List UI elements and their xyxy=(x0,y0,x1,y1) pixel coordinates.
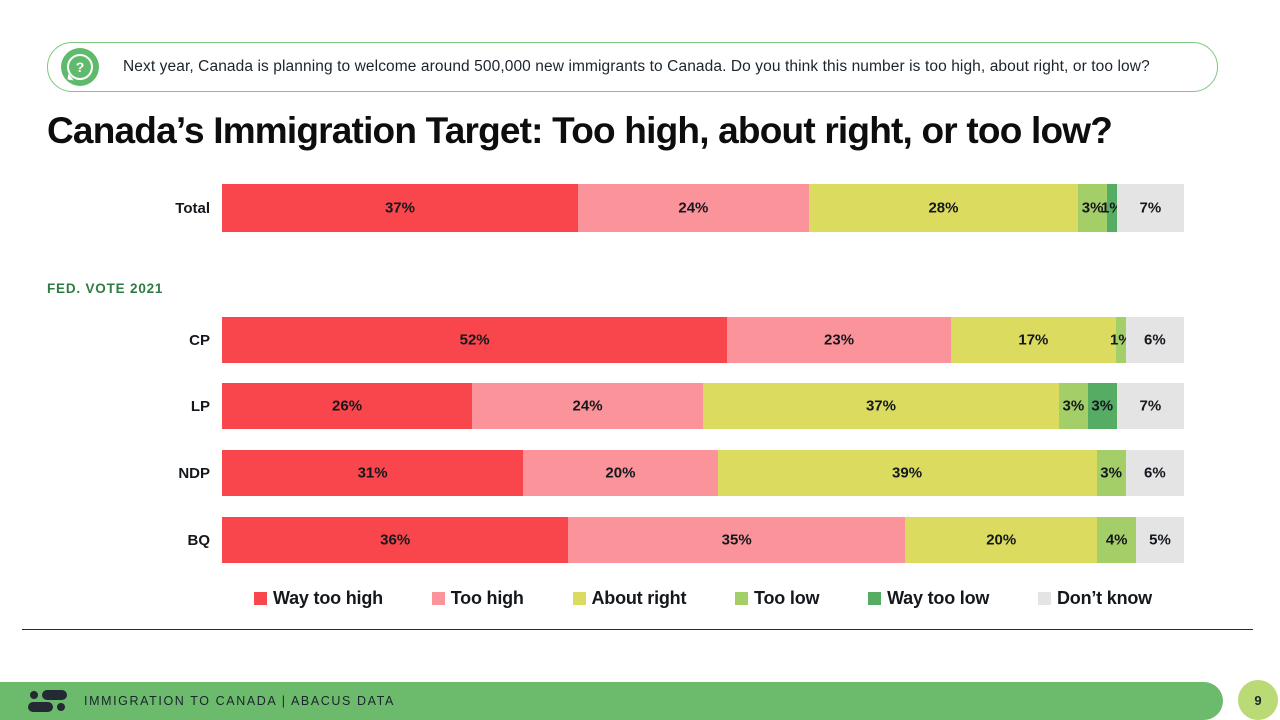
segment-value-label: 28% xyxy=(928,199,959,217)
bar-segment: 28% xyxy=(808,184,1079,232)
bar-segment: 1% xyxy=(1110,317,1132,363)
segment-value-label: 23% xyxy=(824,331,855,349)
legend-item: Way too low xyxy=(868,588,989,609)
bar-segment: 24% xyxy=(577,184,809,232)
legend-label: Way too high xyxy=(273,588,383,608)
bar-segment: 52% xyxy=(222,317,728,363)
stacked-bar-chart: Total 37% 24% 28% 3% 1% 7% CP 52% 23% 17% 1% 6% LP 26%… xyxy=(0,184,1184,563)
question-mark: ? xyxy=(67,54,93,80)
bar-segment: 26% xyxy=(222,383,473,429)
section-label-fed-vote: FED. VOTE 2021 xyxy=(47,281,164,296)
segment-value-label: 37% xyxy=(384,199,415,217)
bar-segment: 37% xyxy=(703,383,1059,429)
bar-segment: 3% xyxy=(1078,184,1108,232)
bar-segment: 4% xyxy=(1097,517,1136,563)
segment-value-label: 3% xyxy=(1062,397,1085,415)
segment-value-label: 7% xyxy=(1139,397,1162,415)
page-title: Canada’s Immigration Target: Too high, a… xyxy=(47,110,1113,151)
row-label: NDP xyxy=(178,464,210,482)
segment-value-label: 4% xyxy=(1105,531,1128,549)
bar-segment: 24% xyxy=(472,383,703,429)
bar-track: 37% 24% 28% 3% 1% 7% xyxy=(222,184,1184,232)
segment-value-label: 17% xyxy=(1018,331,1049,349)
footer-label: IMMIGRATION TO CANADA | ABACUS DATA xyxy=(84,694,395,708)
bar-segment: 3% xyxy=(1096,450,1126,496)
row-label: Total xyxy=(175,199,210,217)
bar-segment: 7% xyxy=(1116,383,1184,429)
segment-value-label: 3% xyxy=(1091,397,1114,415)
segment-value-label: 37% xyxy=(865,397,896,415)
legend-item: Too high xyxy=(431,588,524,609)
segment-value-label: 5% xyxy=(1149,531,1171,549)
bar-track: 36% 35% 20% 4% 5% xyxy=(222,517,1184,563)
bar-segment: 35% xyxy=(568,517,906,563)
bar-row-cp: CP 52% 23% 17% 1% 6% xyxy=(0,317,1184,363)
bar-track: 31% 20% 39% 3% 6% xyxy=(222,450,1184,496)
bar-row-bq: BQ 36% 35% 20% 4% 5% xyxy=(0,517,1184,563)
row-label: CP xyxy=(189,331,210,349)
segment-value-label: 7% xyxy=(1139,199,1162,217)
divider-line xyxy=(22,629,1253,630)
bar-segment: 39% xyxy=(717,450,1097,496)
bar-segment: 1% xyxy=(1101,184,1123,232)
segment-value-label: 24% xyxy=(572,397,603,415)
row-label: LP xyxy=(190,397,210,415)
legend-item: Too low xyxy=(735,588,819,609)
bar-row-ndp: NDP 31% 20% 39% 3% 6% xyxy=(0,450,1184,496)
legend-item: Don’t know xyxy=(1037,588,1152,609)
segment-value-label: 3% xyxy=(1081,199,1104,217)
segment-value-label: 20% xyxy=(605,464,636,482)
legend-swatch-icon xyxy=(254,592,267,605)
bar-row-lp: LP 26% 24% 37% 3% 3% 7% xyxy=(0,383,1184,429)
legend-swatch-icon xyxy=(572,592,586,605)
legend-label: About right xyxy=(591,588,687,608)
legend-label: Too low xyxy=(754,588,820,608)
segment-value-label: 36% xyxy=(380,531,411,549)
legend-swatch-icon xyxy=(1037,592,1051,605)
bar-track: 52% 23% 17% 1% 6% xyxy=(222,317,1184,363)
abacus-data-logo-icon xyxy=(28,690,68,712)
segment-value-label: 52% xyxy=(459,331,490,349)
legend-label: Way too low xyxy=(887,588,990,608)
segment-value-label: 31% xyxy=(357,464,388,482)
bar-segment: 6% xyxy=(1125,317,1184,363)
bar-segment: 6% xyxy=(1125,450,1184,496)
chart-legend: Way too high Too high About right Too low Wa… xyxy=(222,588,1184,609)
segment-value-label: 24% xyxy=(678,199,709,217)
segment-value-label: 20% xyxy=(986,531,1017,549)
bar-row-total: Total 37% 24% 28% 3% 1% 7% xyxy=(0,184,1184,232)
segment-value-label: 26% xyxy=(332,397,363,415)
bar-segment: 23% xyxy=(727,317,951,363)
page-number-badge: 9 xyxy=(1238,680,1278,720)
bar-segment: 37% xyxy=(222,184,578,232)
bar-segment: 3% xyxy=(1058,383,1088,429)
legend-swatch-icon xyxy=(868,592,882,605)
bar-segment: 31% xyxy=(222,450,524,496)
bar-segment: 20% xyxy=(523,450,718,496)
question-text: Next year, Canada is planning to welcome… xyxy=(123,58,1150,75)
bar-track: 26% 24% 37% 3% 3% 7% xyxy=(222,383,1184,429)
bar-segment: 17% xyxy=(950,317,1116,363)
legend-swatch-icon xyxy=(735,592,749,605)
row-label: BQ xyxy=(187,531,211,549)
legend-label: Don’t know xyxy=(1056,588,1152,608)
legend-item: Way too high xyxy=(254,588,383,609)
bar-segment: 7% xyxy=(1116,184,1184,232)
legend-label: Too high xyxy=(450,588,524,608)
segment-value-label: 6% xyxy=(1144,464,1166,482)
question-bubble-icon: ? xyxy=(61,48,99,86)
segment-value-label: 35% xyxy=(721,531,752,549)
segment-value-label: 3% xyxy=(1100,464,1122,482)
legend-swatch-icon xyxy=(431,592,445,605)
footer-bar: IMMIGRATION TO CANADA | ABACUS DATA xyxy=(0,682,1223,720)
segment-value-label: 39% xyxy=(892,464,923,482)
bar-segment: 3% xyxy=(1087,383,1117,429)
legend-item: About right xyxy=(572,588,687,609)
bar-segment: 36% xyxy=(222,517,569,563)
segment-value-label: 6% xyxy=(1144,331,1166,349)
bar-segment: 20% xyxy=(905,517,1098,563)
question-box: ? Next year, Canada is planning to welco… xyxy=(47,42,1218,92)
bar-segment: 5% xyxy=(1135,517,1184,563)
